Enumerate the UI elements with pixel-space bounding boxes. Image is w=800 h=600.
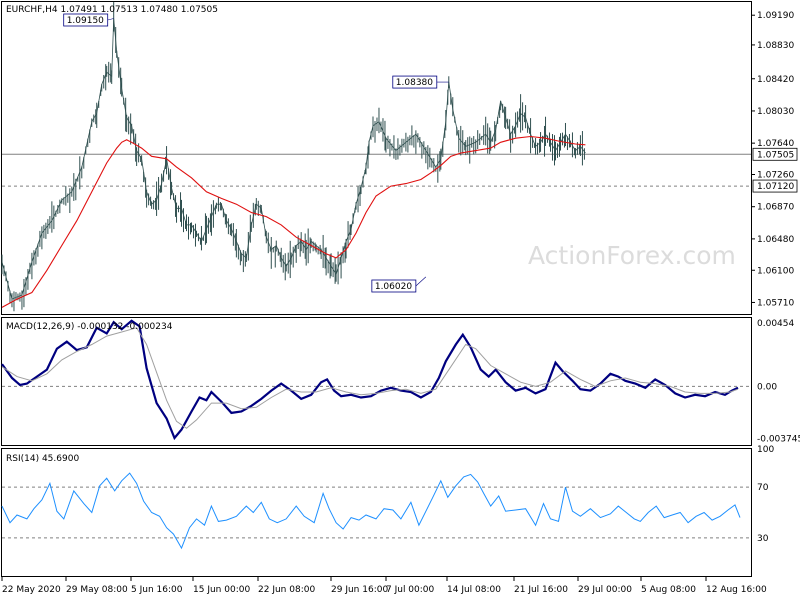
price-line <box>1 18 586 300</box>
price-pane <box>1 1 752 315</box>
ref-level-label: 1.07120 <box>757 182 794 192</box>
macd-header: MACD(12,26,9) -0.000132 -0.000234 <box>6 322 173 332</box>
x-tick-label: 14 Jul 08:00 <box>447 585 501 595</box>
current-price-label: 1.07505 <box>757 150 794 160</box>
ref-level-label-box <box>752 179 798 193</box>
price-tick-label: 1.08830 <box>757 41 794 51</box>
x-tick-label: 5 Aug 08:00 <box>641 585 696 595</box>
rsi-line <box>1 472 741 550</box>
price-tick-label: 1.06870 <box>757 203 794 213</box>
annotation-label: 1.06020 <box>375 282 412 292</box>
annotation-leader <box>107 18 114 21</box>
label-layer: 1.09190 1.08830 1.08420 1.08030 1.07640 1.072… <box>1 11 800 595</box>
x-tick-label: 29 May 08:00 <box>66 585 128 595</box>
price-tick-label: 1.08420 <box>757 75 794 85</box>
current-price-label-box <box>752 147 798 161</box>
macd-tick-label: -0.003745 <box>757 435 800 445</box>
grid-layer <box>2 153 751 539</box>
annotation-leader <box>415 276 427 287</box>
x-tick-label: 12 Aug 16:00 <box>706 585 767 595</box>
signal-line <box>1 327 739 429</box>
x-tick-label: 22 Jun 08:00 <box>258 585 315 595</box>
price-tick-label: 1.06480 <box>757 235 794 245</box>
sma-line <box>1 135 586 308</box>
macd-tick-label: 0.00 <box>757 382 777 392</box>
price-tick-label: 1.07640 <box>757 139 794 149</box>
rsi-tick-label: 70 <box>757 483 769 493</box>
x-tick-label: 29 Jul 00:00 <box>578 585 632 595</box>
annotation-label: 1.08380 <box>396 78 433 88</box>
series-layer <box>1 2 741 550</box>
price-tick-label: 1.08030 <box>757 107 794 117</box>
price-header: EURCHF,H4 1.07491 1.07513 1.07480 1.0750… <box>6 5 218 15</box>
rsi-tick-label: 100 <box>757 445 774 455</box>
x-tick-label: 5 Jun 16:00 <box>131 585 183 595</box>
watermark: ActionForex.com <box>528 241 736 270</box>
rsi-tick-label: 30 <box>757 534 769 544</box>
x-tick-label: 7 Jul 00:00 <box>386 585 435 595</box>
x-tick-label: 29 Jun 16:00 <box>331 585 388 595</box>
price-tick-label: 1.09190 <box>757 11 794 21</box>
rsi-pane <box>1 448 752 577</box>
macd-pane <box>1 317 752 446</box>
x-tick-label: 15 Jun 00:00 <box>193 585 250 595</box>
price-tick-label: 1.05710 <box>757 298 794 308</box>
price-tick-label: 1.07260 <box>757 171 794 181</box>
annotation-label: 1.09150 <box>67 16 104 26</box>
rsi-header: RSI(14) 45.6900 <box>6 454 79 464</box>
price-tick-label: 1.06100 <box>757 266 794 276</box>
x-tick-label: 22 May 2020 <box>2 585 61 595</box>
x-tick-label: 21 Jul 16:00 <box>514 585 568 595</box>
macd-tick-label: 0.00454 <box>757 319 794 329</box>
macd-line <box>1 319 739 441</box>
